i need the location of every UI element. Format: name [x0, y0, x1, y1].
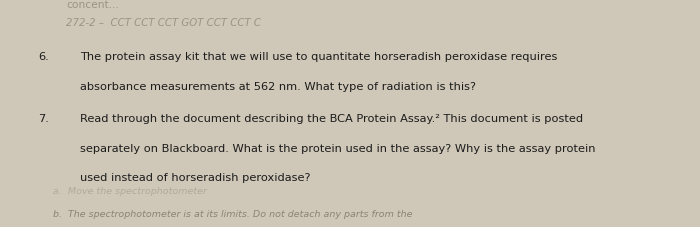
- Text: b.  The spectrophotometer is at its limits. Do not detach any parts from the: b. The spectrophotometer is at its limit…: [52, 209, 412, 218]
- Text: 272-2 –  CCT CCT CCT GOT CCT CCT C: 272-2 – CCT CCT CCT GOT CCT CCT C: [66, 18, 262, 28]
- Text: used instead of horseradish peroxidase?: used instead of horseradish peroxidase?: [80, 173, 311, 183]
- Text: 6.: 6.: [38, 52, 49, 62]
- Text: Read through the document describing the BCA Protein Assay.² This document is po: Read through the document describing the…: [80, 114, 584, 123]
- Text: separately on Blackboard. What is the protein used in the assay? Why is the assa: separately on Blackboard. What is the pr…: [80, 143, 596, 153]
- Text: a.  Move the spectrophotometer: a. Move the spectrophotometer: [52, 186, 206, 195]
- Text: concent...: concent...: [66, 0, 120, 10]
- Text: absorbance measurements at 562 nm. What type of radiation is this?: absorbance measurements at 562 nm. What …: [80, 82, 477, 92]
- Text: 7.: 7.: [38, 114, 50, 123]
- Text: The protein assay kit that we will use to quantitate horseradish peroxidase requ: The protein assay kit that we will use t…: [80, 52, 558, 62]
